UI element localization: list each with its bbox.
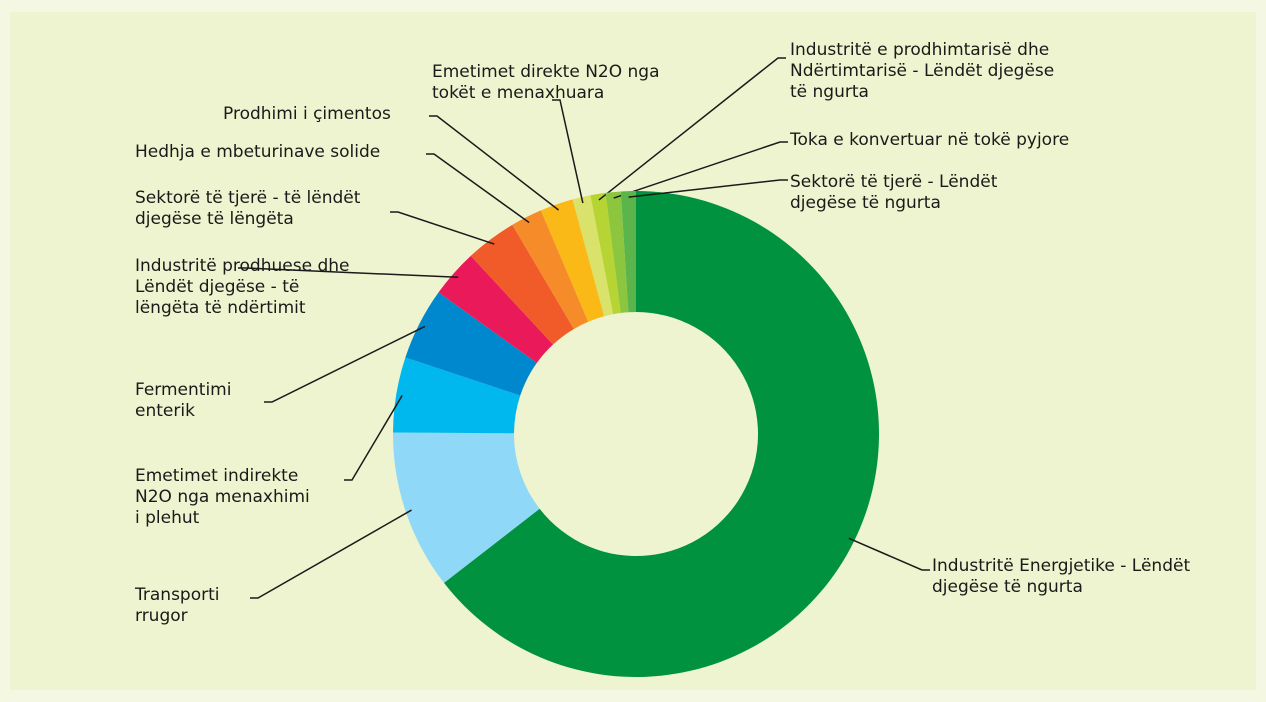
slice <box>620 191 636 313</box>
slice-label: Transporti rrugor <box>135 585 220 626</box>
slice <box>438 255 554 363</box>
slice-label: Sektorë të tjerë - të lëndët djegëse të … <box>135 188 361 229</box>
leader-line <box>426 153 530 224</box>
leader-line <box>429 115 559 211</box>
slice-label: Industritë prodhuese dhe Lëndët djegëse … <box>135 256 350 318</box>
slice-label: Toka e konvertuar në tokë pyjore <box>790 130 1070 150</box>
leader-line <box>848 537 930 571</box>
leader-line <box>390 211 495 245</box>
slice <box>393 432 540 583</box>
slice-label: Emetimet direkte N2O nga tokët e menaxhu… <box>432 62 660 103</box>
slice <box>605 191 629 313</box>
slice <box>572 195 614 317</box>
slice-label: Sektorë të tjerë - Lëndët djegëse të ngu… <box>790 172 998 213</box>
slice <box>512 210 589 329</box>
leader-line <box>552 99 584 204</box>
leader-line <box>264 325 426 403</box>
leader-line <box>628 179 788 198</box>
slice-label: Industritë Energjetike - Lëndët djegëse … <box>932 556 1191 597</box>
slice-label: Fermentimi enterik <box>135 380 232 421</box>
slice-label: Prodhimi i çimentos <box>223 104 391 124</box>
leader-line <box>344 395 403 481</box>
slice <box>540 199 605 322</box>
slice <box>590 192 621 315</box>
slice <box>405 292 537 396</box>
slice-label: Industritë e prodhimtarisë dhe Ndërtimta… <box>790 40 1055 102</box>
slice <box>443 190 879 678</box>
slice <box>393 357 521 434</box>
slice-label: Hedhja e mbeturinave solide <box>135 142 381 162</box>
leader-line <box>238 267 459 279</box>
slice-label: Emetimet indirekte N2O nga menaxhimi i p… <box>135 466 310 528</box>
slice <box>470 224 574 345</box>
leader-line <box>613 141 788 199</box>
leader-line <box>250 509 412 599</box>
leader-line <box>598 57 786 201</box>
